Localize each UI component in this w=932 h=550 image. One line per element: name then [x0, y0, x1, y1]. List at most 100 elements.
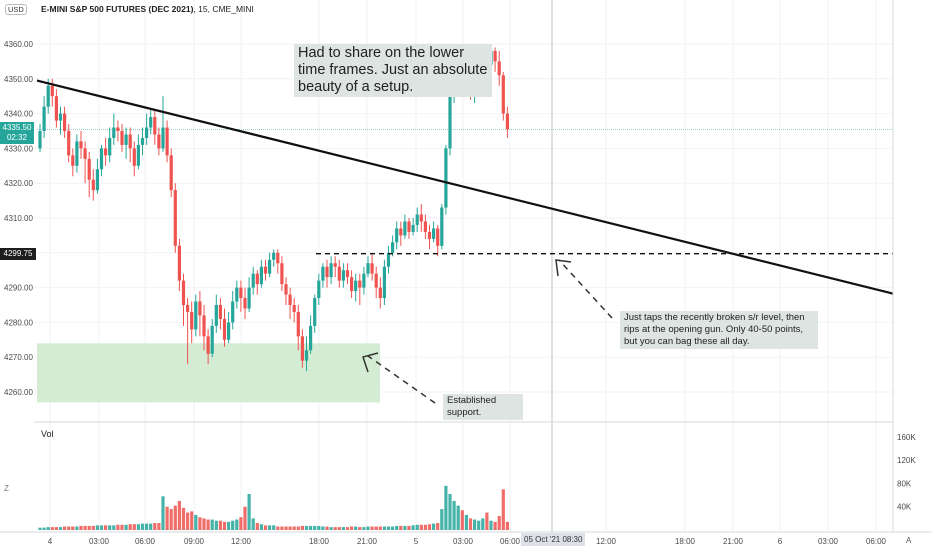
time-tick-label: 06:00	[866, 537, 887, 546]
currency-badge[interactable]: USD	[5, 4, 27, 15]
candle-body	[222, 318, 227, 340]
candle-body	[362, 273, 366, 288]
volume-bar	[79, 525, 83, 530]
trendline[interactable]	[36, 79, 894, 295]
last-price: 4335.50	[2, 123, 32, 132]
volume-bar	[50, 527, 54, 530]
volume-bar	[284, 526, 288, 530]
time-axis[interactable]: 4 03:00 06:00 09:00 12:00 18:00 21:00 5 03:00 06:…	[48, 537, 887, 546]
volume-axis[interactable]: 40K 80K 120K 160K	[897, 433, 916, 512]
volume-bar	[313, 525, 317, 530]
arrowhead-retest	[555, 259, 572, 277]
time-tick-label: 6	[778, 537, 783, 546]
candle-body	[124, 134, 128, 145]
volume-bar	[464, 514, 468, 530]
candle-body	[427, 231, 432, 239]
bar-countdown: 02:32	[6, 133, 28, 142]
candle-body	[501, 75, 505, 114]
volume-bar	[292, 526, 296, 530]
volume-bar	[116, 524, 120, 530]
volume-bar	[272, 525, 276, 530]
volume-bar	[255, 523, 259, 530]
candle-body	[505, 113, 509, 130]
volume-bar	[288, 526, 292, 530]
volume-bar	[456, 505, 460, 530]
volume-bar	[157, 523, 161, 530]
volume-bar	[132, 524, 136, 530]
volume-bar	[350, 526, 354, 530]
volume-bar	[440, 509, 444, 530]
volume-bar	[460, 510, 464, 530]
time-tick-label: 09:00	[184, 537, 205, 546]
candle-body	[292, 305, 296, 312]
volume-bar	[444, 485, 448, 530]
zoom-icon[interactable]: Z	[4, 484, 9, 493]
volume-bar	[276, 526, 280, 530]
candle-body	[112, 127, 116, 138]
time-tick-label: 06:00	[135, 537, 156, 546]
volume-bar	[38, 527, 42, 530]
volume-bar	[448, 493, 452, 530]
candle-body	[382, 266, 386, 299]
time-tick-label: 03:00	[89, 537, 110, 546]
auto-scale-toggle[interactable]: A	[906, 536, 912, 545]
volume-bar	[190, 511, 194, 530]
volume-bar	[362, 527, 366, 530]
annotation-retest[interactable]: Just taps the recently broken s/r level,…	[620, 311, 818, 349]
candle-body	[329, 263, 333, 278]
volume-bar	[120, 524, 124, 530]
volume-bar	[153, 523, 157, 530]
price-tick-label: 4260.00	[4, 388, 33, 397]
chart-title: E-MINI S&P 500 FUTURES (DEC 2021), 15, C…	[41, 4, 254, 14]
volume-bar	[473, 519, 477, 530]
volume-bar	[505, 521, 509, 530]
candle-body	[272, 252, 276, 260]
annotation-support[interactable]: Established support.	[443, 394, 523, 420]
volume-tick-label: 120K	[897, 456, 916, 465]
volume-bar	[415, 524, 419, 530]
price-axis[interactable]: 4260.004270.004280.004290.004300.004310.…	[4, 40, 33, 397]
volume-bar	[231, 520, 235, 530]
arrowhead-support	[362, 352, 379, 373]
volume-bar	[128, 524, 132, 530]
candle-body	[239, 287, 243, 299]
time-tick-label: 18:00	[309, 537, 330, 546]
candle-body	[374, 273, 378, 288]
price-tick-label: 4280.00	[4, 318, 33, 327]
time-tick-label: 03:00	[818, 537, 839, 546]
volume-bar	[58, 527, 63, 530]
candle-body	[325, 266, 329, 278]
candle-body	[403, 221, 407, 236]
candle-body	[448, 96, 452, 149]
candle-body	[120, 131, 124, 145]
candle-body	[309, 325, 313, 351]
volume-bar	[181, 507, 186, 530]
candle-body	[161, 127, 165, 149]
candle-body	[87, 158, 91, 180]
volume-bar	[345, 527, 350, 530]
volume-bar	[407, 525, 411, 530]
time-tick-label: 06:00	[500, 537, 521, 546]
volume-bar	[493, 521, 497, 530]
candle-body	[58, 113, 63, 121]
candle-body	[198, 301, 202, 316]
volume-bar	[239, 517, 243, 530]
volume-bar	[366, 526, 370, 530]
volume-bar	[370, 526, 374, 530]
volume-bar	[218, 520, 222, 530]
candle-body	[67, 131, 71, 156]
candle-body	[206, 336, 210, 354]
candle-body	[280, 263, 284, 285]
volume-bar	[391, 526, 395, 530]
volume-bar	[71, 526, 75, 530]
volume-bar	[227, 521, 231, 530]
candle-body	[268, 259, 272, 274]
candle-body	[497, 61, 501, 76]
volume-bar	[87, 525, 91, 530]
time-tick-label: 21:00	[357, 537, 378, 546]
candle-body	[407, 221, 411, 232]
candle-body	[432, 228, 436, 239]
time-tick-label: 21:00	[723, 537, 744, 546]
price-tick-label: 4340.00	[4, 110, 33, 119]
annotation-setup[interactable]: Had to share on the lower time frames. J…	[294, 44, 492, 97]
